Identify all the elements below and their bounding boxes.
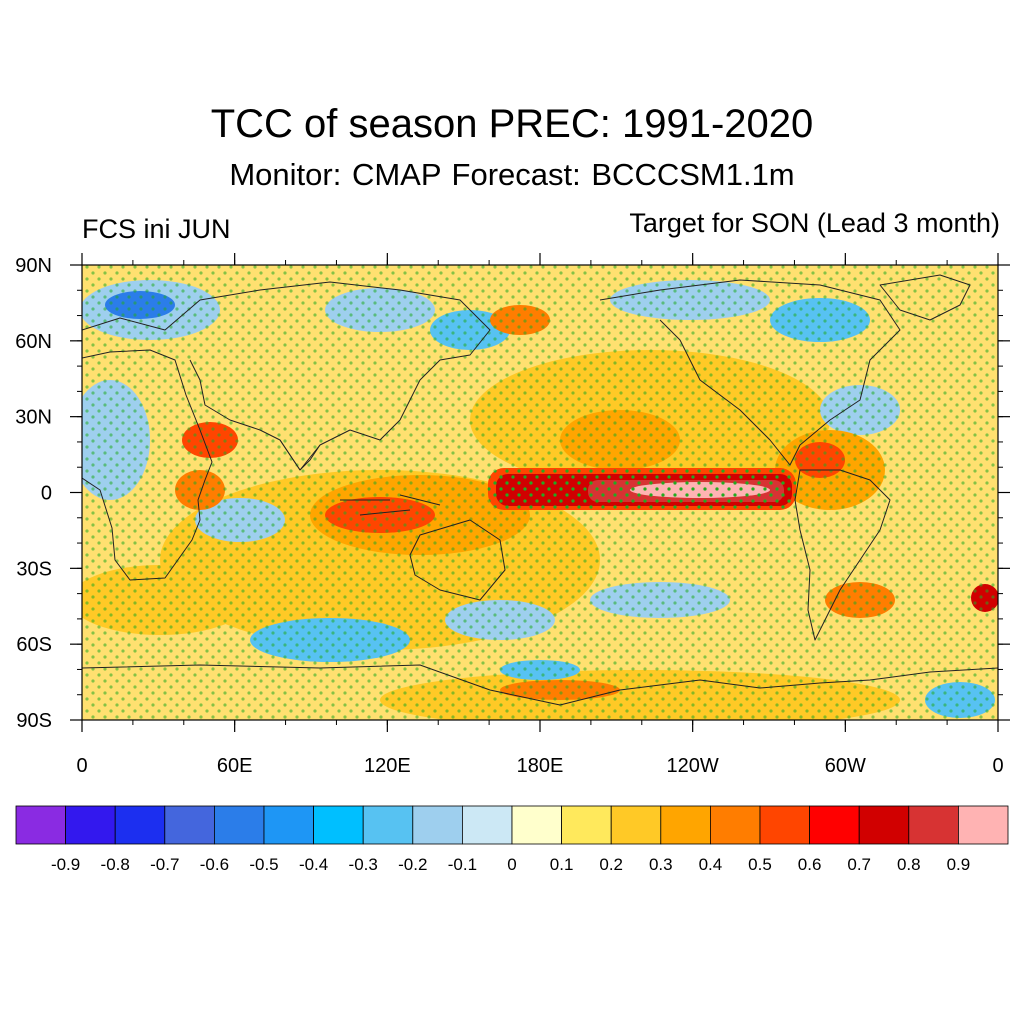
- coastline-maritime: [340, 494, 441, 516]
- colorbar-label: -0.5: [249, 855, 278, 874]
- colorbar-swatch: [313, 805, 364, 845]
- colorbar-swatch: [561, 805, 612, 845]
- coastline-north-america: [599, 279, 901, 466]
- colorbar-swatch: [759, 805, 810, 845]
- coastline-greenland: [879, 274, 971, 321]
- colorbar-label: 0.2: [599, 855, 623, 874]
- colorbar-label: -0.7: [150, 855, 179, 874]
- colorbar-label: -0.6: [200, 855, 229, 874]
- colorbar-label: -0.1: [448, 855, 477, 874]
- lat-tick-label: 30S: [16, 558, 52, 580]
- colorbar-swatch: [164, 805, 215, 845]
- colorbar-swatch: [213, 805, 265, 845]
- colorbar-swatch: [412, 805, 463, 845]
- colorbar-label: 0.1: [550, 855, 574, 874]
- colorbar-label: 0.6: [798, 855, 822, 874]
- lon-tick-label: 60W: [825, 755, 866, 777]
- lat-tick-label: 30N: [15, 407, 52, 429]
- colorbar-swatch: [908, 805, 959, 845]
- lon-tick-label: 0: [76, 755, 87, 777]
- lon-tick-label: 120E: [364, 755, 411, 777]
- coastline-antarctica: [82, 664, 998, 706]
- colorbar-swatch: [65, 805, 116, 845]
- colorbar-swatch: [461, 805, 513, 845]
- colorbar-swatch: [710, 805, 761, 845]
- colorbar-swatch: [858, 805, 910, 845]
- colorbar-label: 0.8: [897, 855, 921, 874]
- lon-tick-label: 180E: [517, 755, 564, 777]
- colorbar-label: 0.5: [748, 855, 772, 874]
- lat-tick-label: 60N: [15, 331, 52, 353]
- colorbar-swatch: [362, 805, 414, 845]
- significance-stipple-enso: [488, 468, 796, 510]
- lat-tick-label: 90N: [15, 255, 52, 277]
- colorbar-swatch: [610, 805, 662, 845]
- lon-tick-label: 60E: [217, 755, 253, 777]
- correlation-field: [82, 265, 998, 720]
- coastline-australia: [409, 519, 506, 601]
- lat-tick-label: 60S: [16, 634, 52, 656]
- colorbar-label: -0.2: [398, 855, 427, 874]
- lat-tick-label: 90S: [16, 710, 52, 732]
- plot-subtitle: Monitor: CMAP Forecast: BCCCSM1.1m: [229, 157, 795, 192]
- colorbar-label: -0.4: [299, 855, 328, 874]
- colorbar-swatch: [263, 805, 314, 845]
- coastline-eurasia: [82, 281, 491, 471]
- colorbar-label: 0.3: [649, 855, 673, 874]
- colorbar-label: -0.8: [101, 855, 130, 874]
- init-label: FCS ini JUN: [82, 214, 231, 244]
- colorbar-swatch: [958, 805, 1009, 845]
- lon-tick-label: 120W: [667, 755, 719, 777]
- colorbar: -0.9 -0.8 -0.7 -0.6 -0.5 -0.4 -0.3 -0.2 -0.1 0 0.1…: [15, 805, 1009, 874]
- coastline-africa: [82, 349, 213, 581]
- coastlines: [82, 274, 998, 706]
- plot-title: TCC of season PREC: 1991-2020: [210, 102, 814, 146]
- lon-tick-label: 0: [992, 755, 1003, 777]
- axis-labels: 90N 60N 30N 0 30S 60S 90S 0 60E 120E 180E 120W 60W 0: [15, 255, 1003, 777]
- colorbar-swatch: [809, 805, 860, 845]
- colorbar-swatch: [660, 805, 711, 845]
- coastline-south-america: [794, 469, 891, 641]
- colorbar-label: -0.9: [51, 855, 80, 874]
- colorbar-swatch: [114, 805, 166, 845]
- colorbar-label: 0: [507, 855, 516, 874]
- target-label: Target for SON (Lead 3 month): [629, 208, 1000, 238]
- colorbar-label: 0.4: [699, 855, 723, 874]
- colorbar-label: -0.3: [349, 855, 378, 874]
- colorbar-label: 0.9: [947, 855, 971, 874]
- colorbar-swatch: [511, 805, 562, 845]
- coastline-india: [279, 439, 321, 471]
- colorbar-swatch: [15, 805, 66, 845]
- lat-tick-label: 0: [41, 483, 52, 505]
- colorbar-label: 0.7: [847, 855, 871, 874]
- axis-ticks: [70, 253, 1010, 732]
